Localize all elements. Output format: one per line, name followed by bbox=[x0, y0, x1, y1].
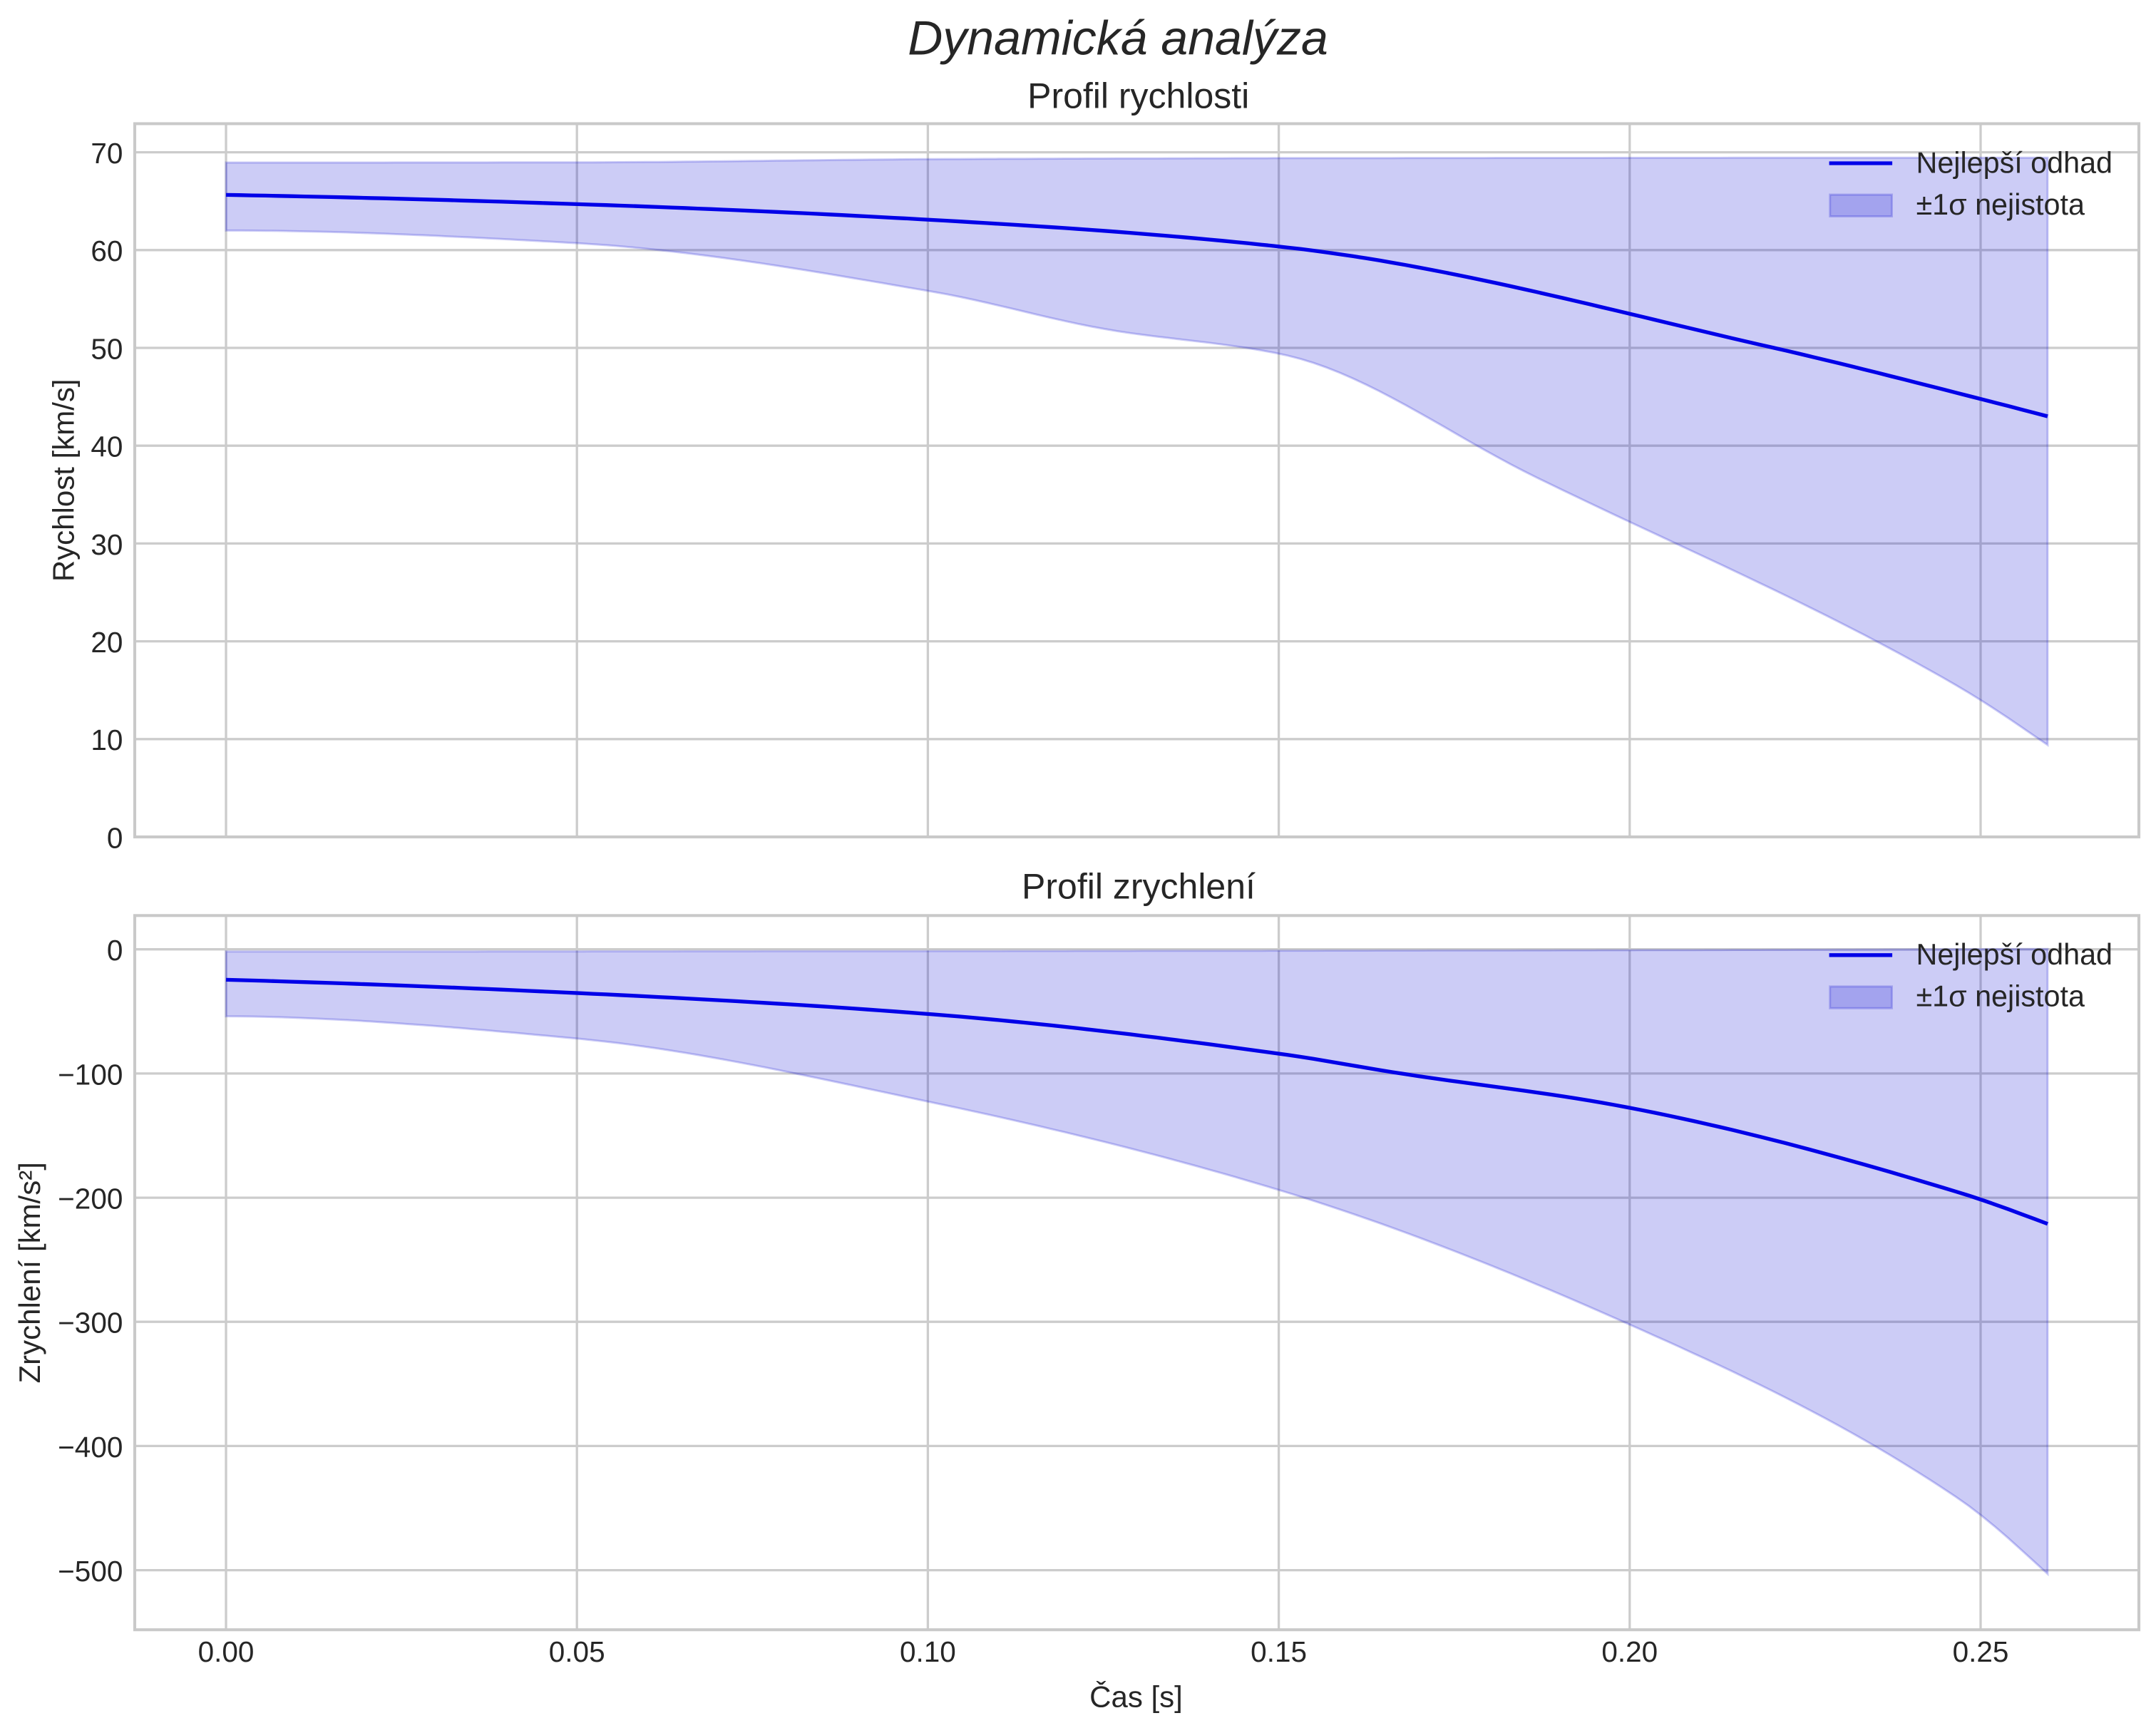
svg-text:70: 70 bbox=[91, 137, 123, 170]
svg-text:60: 60 bbox=[91, 235, 123, 267]
svg-text:±1σ nejistota: ±1σ nejistota bbox=[1916, 188, 2085, 221]
svg-text:Profil rychlosti: Profil rychlosti bbox=[1027, 76, 1249, 116]
svg-text:40: 40 bbox=[91, 431, 123, 463]
svg-text:Nejlepší odhad: Nejlepší odhad bbox=[1916, 938, 2113, 971]
svg-text:−500: −500 bbox=[58, 1555, 123, 1588]
svg-text:Profil zrychlení: Profil zrychlení bbox=[1022, 867, 1256, 907]
svg-text:−200: −200 bbox=[58, 1183, 123, 1215]
svg-text:Čas [s]: Čas [s] bbox=[1089, 1680, 1183, 1714]
svg-text:±1σ nejistota: ±1σ nejistota bbox=[1916, 980, 2085, 1013]
svg-text:0.20: 0.20 bbox=[1601, 1635, 1658, 1668]
svg-text:50: 50 bbox=[91, 332, 123, 365]
svg-text:0.00: 0.00 bbox=[198, 1635, 255, 1668]
svg-text:0.25: 0.25 bbox=[1953, 1635, 2009, 1668]
svg-text:−300: −300 bbox=[58, 1307, 123, 1339]
svg-text:0.15: 0.15 bbox=[1251, 1635, 1307, 1668]
svg-text:0.10: 0.10 bbox=[900, 1635, 956, 1668]
svg-text:10: 10 bbox=[91, 724, 123, 756]
svg-text:0: 0 bbox=[107, 934, 123, 967]
svg-text:−400: −400 bbox=[58, 1431, 123, 1464]
svg-text:0.05: 0.05 bbox=[549, 1635, 605, 1668]
svg-text:Rychlost [km/s]: Rychlost [km/s] bbox=[46, 379, 80, 582]
svg-text:−100: −100 bbox=[58, 1058, 123, 1091]
svg-text:20: 20 bbox=[91, 626, 123, 659]
svg-text:0: 0 bbox=[107, 821, 123, 854]
svg-text:Nejlepší odhad: Nejlepší odhad bbox=[1916, 146, 2113, 179]
svg-text:Zrychlení [km/s²]: Zrychlení [km/s²] bbox=[13, 1162, 46, 1383]
svg-text:30: 30 bbox=[91, 528, 123, 561]
svg-text:Dynamická analýza: Dynamická analýza bbox=[908, 11, 1328, 66]
